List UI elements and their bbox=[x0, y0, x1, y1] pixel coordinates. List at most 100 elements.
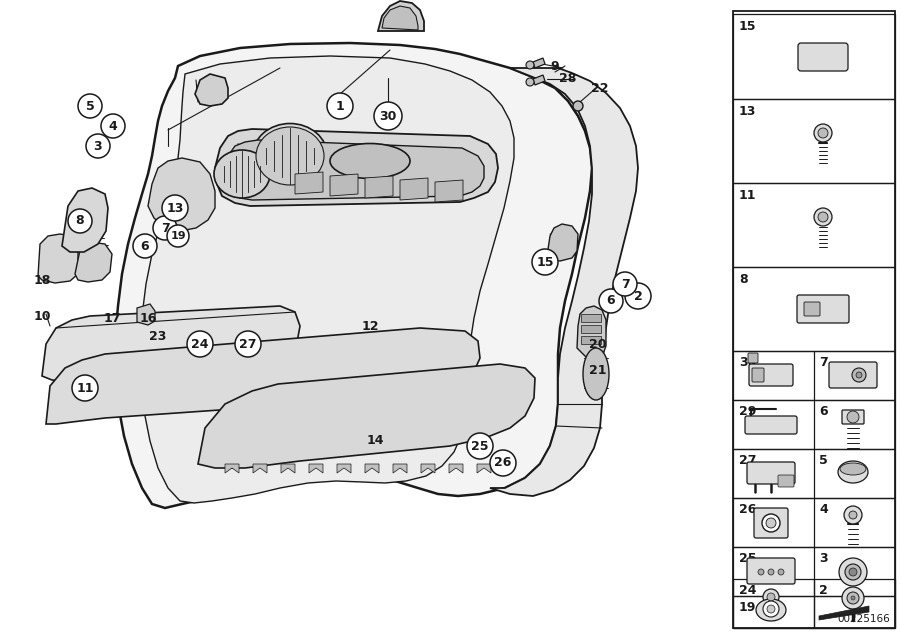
Circle shape bbox=[842, 587, 864, 609]
FancyBboxPatch shape bbox=[747, 558, 795, 584]
Circle shape bbox=[839, 558, 867, 586]
Text: 15: 15 bbox=[739, 20, 757, 33]
Circle shape bbox=[767, 605, 775, 613]
Polygon shape bbox=[195, 74, 228, 106]
Text: 26: 26 bbox=[494, 457, 512, 469]
FancyBboxPatch shape bbox=[798, 43, 848, 71]
Polygon shape bbox=[42, 306, 300, 382]
Text: 13: 13 bbox=[166, 202, 184, 214]
Polygon shape bbox=[581, 336, 601, 344]
Polygon shape bbox=[477, 464, 491, 473]
Bar bbox=[733, 596, 895, 628]
Text: 4: 4 bbox=[109, 120, 117, 132]
Text: 19: 19 bbox=[739, 601, 756, 614]
Bar bbox=[733, 579, 895, 628]
Circle shape bbox=[856, 372, 862, 378]
FancyBboxPatch shape bbox=[804, 302, 820, 316]
Circle shape bbox=[490, 450, 516, 476]
Text: 2: 2 bbox=[634, 289, 643, 303]
Polygon shape bbox=[215, 129, 498, 206]
Text: 21: 21 bbox=[590, 364, 607, 378]
Polygon shape bbox=[198, 364, 535, 468]
Text: 26: 26 bbox=[739, 503, 756, 516]
Circle shape bbox=[851, 596, 855, 600]
Circle shape bbox=[849, 568, 857, 576]
Text: 5: 5 bbox=[86, 99, 94, 113]
Polygon shape bbox=[62, 188, 108, 252]
Polygon shape bbox=[281, 464, 295, 473]
Polygon shape bbox=[330, 174, 358, 196]
Polygon shape bbox=[581, 325, 601, 333]
Text: 6: 6 bbox=[607, 294, 616, 307]
Text: 16: 16 bbox=[140, 312, 157, 324]
Ellipse shape bbox=[330, 144, 410, 179]
Text: 27: 27 bbox=[239, 338, 256, 350]
Text: 8: 8 bbox=[739, 273, 748, 286]
Ellipse shape bbox=[838, 461, 868, 483]
Polygon shape bbox=[225, 140, 484, 200]
Text: 9: 9 bbox=[551, 60, 559, 73]
Polygon shape bbox=[577, 306, 606, 358]
FancyBboxPatch shape bbox=[842, 410, 864, 424]
Circle shape bbox=[374, 102, 402, 130]
Circle shape bbox=[101, 114, 125, 138]
Text: 19: 19 bbox=[170, 231, 185, 241]
Text: 3: 3 bbox=[94, 139, 103, 153]
Bar bbox=[733, 400, 895, 449]
Polygon shape bbox=[533, 58, 545, 68]
Circle shape bbox=[849, 511, 857, 519]
Text: 25: 25 bbox=[739, 552, 757, 565]
Circle shape bbox=[763, 601, 779, 617]
Circle shape bbox=[153, 216, 177, 240]
Polygon shape bbox=[295, 172, 323, 194]
Polygon shape bbox=[75, 242, 112, 282]
Ellipse shape bbox=[214, 150, 270, 198]
Ellipse shape bbox=[756, 599, 786, 621]
Polygon shape bbox=[365, 176, 393, 198]
Polygon shape bbox=[225, 464, 239, 473]
Polygon shape bbox=[365, 464, 379, 473]
Polygon shape bbox=[46, 328, 480, 424]
Circle shape bbox=[758, 569, 764, 575]
Ellipse shape bbox=[583, 348, 609, 400]
Circle shape bbox=[814, 208, 832, 226]
Text: 10: 10 bbox=[33, 310, 50, 322]
Circle shape bbox=[532, 249, 558, 275]
Polygon shape bbox=[378, 1, 424, 31]
Circle shape bbox=[847, 592, 859, 604]
Text: 29: 29 bbox=[739, 405, 756, 418]
Circle shape bbox=[526, 78, 534, 86]
Text: 28: 28 bbox=[559, 71, 577, 85]
Circle shape bbox=[766, 518, 776, 528]
Bar bbox=[733, 99, 895, 183]
Text: 5: 5 bbox=[819, 454, 828, 467]
Circle shape bbox=[778, 569, 784, 575]
Text: 23: 23 bbox=[149, 329, 166, 343]
Polygon shape bbox=[435, 180, 463, 202]
Bar bbox=[733, 351, 895, 400]
Circle shape bbox=[814, 124, 832, 142]
Polygon shape bbox=[421, 464, 435, 473]
Circle shape bbox=[847, 411, 859, 423]
Ellipse shape bbox=[840, 463, 866, 475]
FancyBboxPatch shape bbox=[747, 462, 795, 484]
Text: 6: 6 bbox=[819, 405, 828, 418]
FancyBboxPatch shape bbox=[752, 368, 764, 382]
Bar bbox=[733, 183, 895, 267]
Circle shape bbox=[818, 128, 828, 138]
Text: 15: 15 bbox=[536, 256, 554, 268]
FancyBboxPatch shape bbox=[778, 475, 794, 487]
Circle shape bbox=[625, 283, 651, 309]
Text: 1: 1 bbox=[336, 99, 345, 113]
Circle shape bbox=[767, 593, 775, 601]
FancyBboxPatch shape bbox=[829, 362, 877, 388]
Text: 24: 24 bbox=[739, 584, 757, 597]
Circle shape bbox=[844, 506, 862, 524]
Circle shape bbox=[167, 225, 189, 247]
Polygon shape bbox=[115, 43, 592, 508]
Circle shape bbox=[599, 289, 623, 313]
Text: 18: 18 bbox=[33, 275, 50, 287]
Circle shape bbox=[467, 433, 493, 459]
Bar bbox=[733, 547, 895, 596]
Bar bbox=[733, 498, 895, 547]
